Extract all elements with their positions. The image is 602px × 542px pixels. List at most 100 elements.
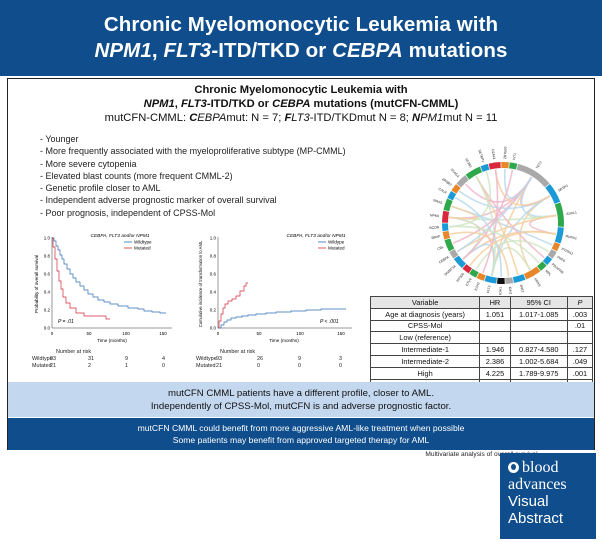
- circos-gene-label: NPM1: [430, 213, 440, 218]
- km-os-title: CEBPA, FLT3 and/or NPM1: [90, 233, 149, 239]
- circos-gene-label: RUNX1: [565, 234, 577, 240]
- circos-link: [469, 231, 556, 267]
- risk-cell: 9: [125, 356, 128, 362]
- circos-gene-label: ASXL1: [566, 210, 577, 215]
- risk-cell: 0: [298, 363, 301, 369]
- findings-list: Younger More frequently associated with …: [40, 133, 346, 219]
- risk-cell: 0: [162, 363, 165, 369]
- circos-gene-label: PDGFRB: [551, 263, 565, 276]
- circos-link: [449, 225, 540, 264]
- table-cell: 1.789-9.975: [509, 366, 568, 380]
- km-aml-risk-title: Number at risk: [220, 349, 256, 355]
- table-cell: [566, 331, 594, 345]
- risk-cell: 31: [88, 356, 94, 362]
- finding-item: More frequently associated with the myel…: [40, 145, 346, 157]
- risk-row-label: Mutated: [32, 363, 52, 369]
- km-aml-mutated-curve: [218, 282, 248, 329]
- circos-gene-segment: [480, 163, 490, 172]
- circos-gene-segment: [505, 277, 514, 284]
- risk-cell: 0: [339, 363, 342, 369]
- conclusion-banner: mutCFN CMML patients have a different pr…: [8, 382, 594, 417]
- logo-line-advances: advances: [508, 476, 567, 493]
- table-row: Intermediate-2 2.386 1.002-5.684.049: [369, 354, 594, 368]
- km-aml-xtick: 150: [337, 331, 345, 336]
- circos-link: [449, 205, 478, 220]
- title-banner: Chronic Myelomonocytic Leukemia with NPM…: [0, 0, 602, 76]
- km-aml-svg: Cumulative incidence of transformation t…: [198, 233, 352, 343]
- table-cell: 1.051: [479, 307, 511, 321]
- circos-gene-label: ZRSR2: [441, 177, 452, 187]
- panel-heading-line1: Chronic Myelomonocytic Leukemia with: [194, 84, 408, 96]
- risk-cell: 2: [88, 363, 91, 369]
- circos-gene-label: EZH2: [474, 281, 481, 291]
- km-aml-ytick: 0.0: [210, 326, 217, 331]
- circos-gene-segment: [456, 175, 469, 188]
- km-os-ylabel: Probability of overall survival: [34, 255, 39, 313]
- circos-gene-segment: [509, 162, 518, 170]
- km-os-svg: Probability of overall survival CEBPA, F…: [34, 233, 172, 343]
- circos-gene-label: BCOR: [429, 225, 440, 230]
- km-os-xtick: 0: [51, 331, 54, 336]
- km-aml-legend-wildtype: Wildype: [328, 240, 345, 245]
- circos-gene-segment: [497, 277, 505, 284]
- conclusion-line: Independently of CPSS-Mol, mutCFN is and…: [150, 400, 452, 412]
- circos-gene-segment: [488, 162, 501, 170]
- km-os-ytick: 0.8: [44, 254, 51, 259]
- circos-gene-label: MPL: [544, 269, 552, 277]
- km-os-mutated-curve: [52, 237, 110, 320]
- km-aml-pvalue: P < .001: [320, 319, 339, 325]
- km-aml-ytick: 0.8: [210, 254, 217, 259]
- circos-gene-label: U2AF1: [491, 149, 496, 160]
- circos-gene-segment: [484, 275, 497, 284]
- risk-cell: 9: [298, 356, 301, 362]
- km-aml-legend-mutated: Mutated: [328, 246, 345, 251]
- circos-gene-segment: [512, 274, 526, 284]
- km-aml-xlabel: Time (months): [269, 338, 299, 343]
- km-os-legend-mutated: Mutated: [134, 246, 151, 251]
- circos-gene-label: CBL: [437, 245, 445, 251]
- circos-link: [462, 169, 514, 260]
- circos-gene-label: BRAF: [431, 234, 441, 240]
- table-header: 95% CI: [509, 296, 568, 309]
- km-os-ytick: 1.0: [44, 236, 51, 241]
- km-os-ytick: 0.2: [44, 308, 51, 313]
- table-row: CPSS-Mol .01: [369, 319, 594, 333]
- circos-gene-label: ZBTB33: [503, 146, 507, 159]
- multivariate-table: Variable HR 95% CI P Age at diagnosis (y…: [369, 296, 594, 392]
- circos-gene-label: STAG2: [450, 168, 461, 179]
- circos-gene-segment: [545, 184, 561, 204]
- km-os-risk-title: Number at risk: [56, 349, 92, 355]
- risk-cell: 0: [257, 363, 260, 369]
- circos-gene-label: IDH1: [498, 287, 502, 295]
- finding-item: Elevated blast counts (more frequent CMM…: [40, 170, 346, 182]
- finding-item: More severe cytopenia: [40, 158, 346, 170]
- risk-cell: 21: [216, 363, 222, 369]
- treatment-line: Some patients may benefit from approved …: [172, 435, 430, 445]
- km-aml-risk-table-block: Number at risk Wildtype 93 26 9 3 Mutate…: [196, 349, 356, 373]
- circos-gene-segment: [447, 191, 457, 201]
- panel-heading: Chronic Myelomonocytic Leukemia with NPM…: [8, 83, 594, 125]
- blood-drop-icon: [508, 462, 519, 473]
- circos-gene-segment: [516, 163, 550, 188]
- table-cell: Intermediate-1: [369, 343, 481, 356]
- circos-gene-segment: [476, 272, 486, 281]
- risk-cell: 1: [125, 363, 128, 369]
- km-os-xtick: 150: [159, 331, 167, 336]
- circos-gene-label: CEBPA: [438, 255, 450, 265]
- km-os-risk-table-block: Number at risk Wildtype 93 31 9 4 Mutate…: [32, 349, 182, 373]
- treatment-line: mutCFN CMML could benefit from more aggr…: [137, 423, 465, 433]
- circos-gene-label: JAK2: [519, 284, 525, 293]
- circos-gene-segment: [554, 202, 564, 227]
- km-os-xlabel: Time (months): [97, 338, 127, 343]
- circos-gene-label: PHF6: [556, 255, 566, 263]
- table-cell: Intermediate-2: [369, 354, 481, 368]
- circos-gene-label: PTPN11: [561, 247, 574, 256]
- panel-heading-line2: NPM1, FLT3-ITD/TKD or CEBPA mutations (m…: [143, 98, 459, 110]
- circos-gene-segment: [523, 266, 541, 280]
- finding-item: Independent adverse prognostic marker of…: [40, 194, 346, 206]
- risk-cell: 93: [50, 356, 56, 362]
- risk-row-label: Wildtype: [32, 356, 53, 362]
- table-header: HR: [479, 296, 511, 309]
- circos-gene-label: SRSF2: [557, 184, 569, 193]
- circos-gene-segment: [542, 255, 553, 266]
